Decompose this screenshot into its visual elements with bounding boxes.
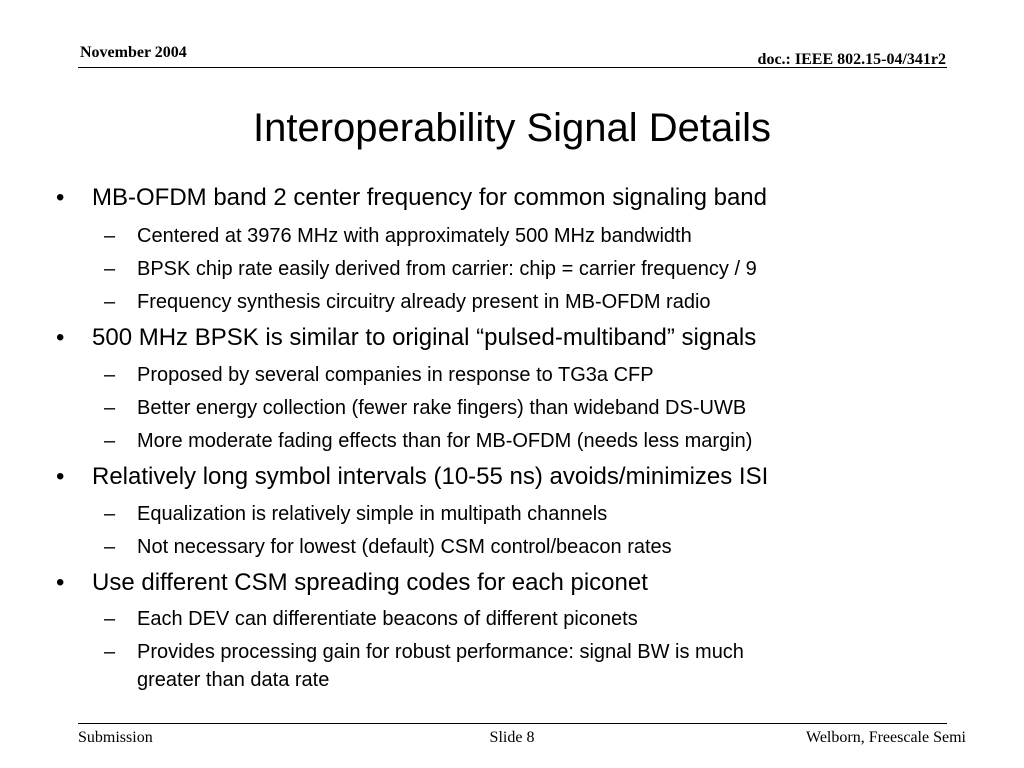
sub-bullet-text: greater than data rate (137, 669, 330, 691)
sub-bullet-text: Proposed by several companies in respons… (137, 364, 654, 386)
header-divider (78, 67, 947, 68)
footer-divider (78, 723, 947, 724)
sub-bullet-marker: – (104, 291, 116, 313)
header-doc-id: doc.: IEEE 802.15-04/341r2 (757, 51, 946, 68)
sub-bullet-marker: – (104, 536, 116, 558)
footer-author: Welborn, Freescale Semi (806, 729, 966, 746)
sub-bullet-marker: – (104, 608, 116, 630)
sub-bullet-text: Not necessary for lowest (default) CSM c… (137, 536, 672, 558)
sub-bullet-text: Centered at 3976 MHz with approximately … (137, 225, 692, 247)
sub-bullet-marker: – (104, 641, 116, 663)
sub-bullet-text: Equalization is relatively simple in mul… (137, 503, 608, 525)
footer-slide-number: Slide 8 (489, 729, 535, 746)
sub-bullet-text: Better energy collection (fewer rake fin… (137, 397, 747, 419)
sub-bullet-text: Each DEV can differentiate beacons of di… (137, 608, 638, 630)
sub-bullet-text: More moderate fading effects than for MB… (137, 430, 753, 452)
bullet-text: MB-OFDM band 2 center frequency for comm… (92, 184, 767, 211)
bullet-text: 500 MHz BPSK is similar to original “pul… (92, 324, 757, 351)
footer-submission: Submission (78, 729, 153, 746)
bullet-marker: • (56, 184, 65, 211)
bullet-marker: • (56, 324, 65, 351)
bullet-marker: • (56, 463, 65, 490)
bullet-marker: • (56, 569, 65, 596)
sub-bullet-marker: – (104, 364, 116, 386)
sub-bullet-marker: – (104, 225, 116, 247)
sub-bullet-marker: – (104, 397, 116, 419)
sub-bullet-text: Frequency synthesis circuitry already pr… (137, 291, 711, 313)
header-date: November 2004 (80, 44, 187, 61)
sub-bullet-marker: – (104, 430, 116, 452)
slide-title: Interoperability Signal Details (252, 106, 772, 150)
sub-bullet-text: BPSK chip rate easily derived from carri… (137, 258, 757, 280)
bullet-text: Use different CSM spreading codes for ea… (92, 569, 648, 596)
sub-bullet-text: Provides processing gain for robust perf… (137, 641, 744, 663)
sub-bullet-marker: – (104, 503, 116, 525)
sub-bullet-marker: – (104, 258, 116, 280)
bullet-text: Relatively long symbol intervals (10-55 … (92, 463, 769, 490)
